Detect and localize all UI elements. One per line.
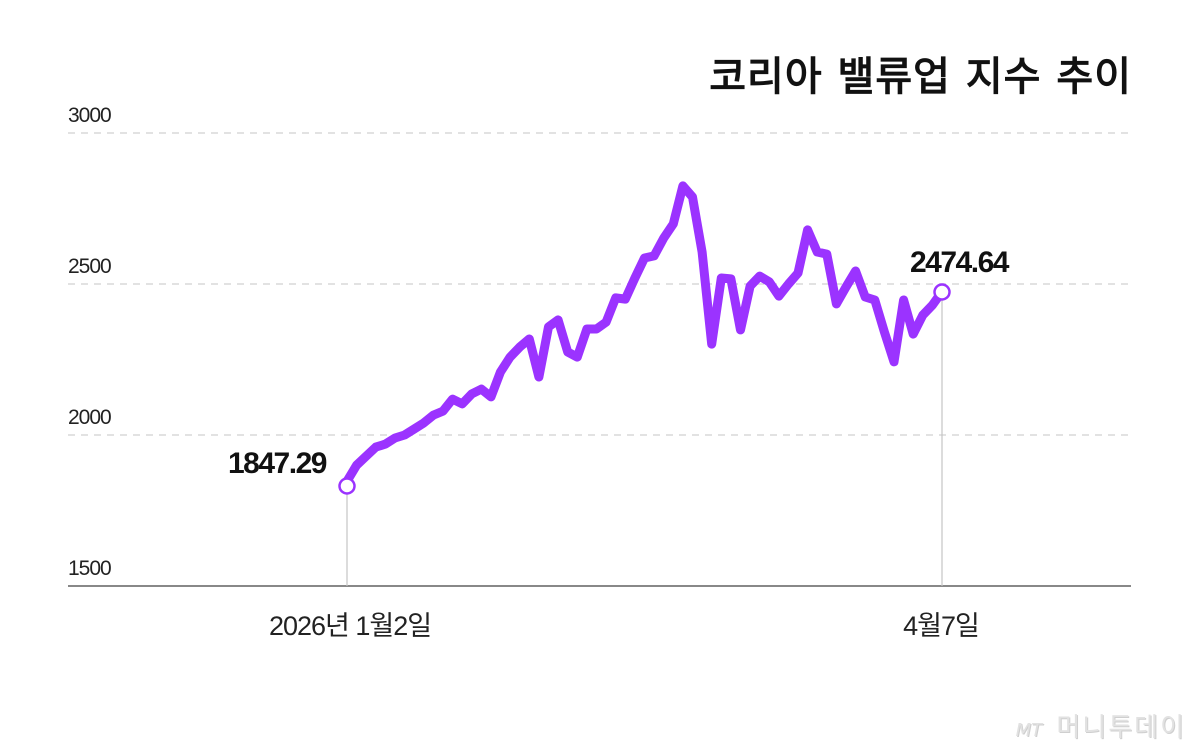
x-tick-start: 2026년 1월2일 bbox=[268, 611, 432, 641]
chart-title: 코리아 밸류업 지수 추이 bbox=[709, 54, 1132, 100]
y-tick-1500: 1500 bbox=[68, 557, 112, 580]
y-tick-3000: 3000 bbox=[68, 104, 112, 127]
end-value-label: 2474.64 bbox=[910, 246, 1009, 279]
x-tick-end: 4월7일 bbox=[903, 611, 980, 641]
watermark-logo: MT 머니투데이 bbox=[1016, 707, 1186, 744]
series-line bbox=[342, 181, 947, 486]
brand-name: 머니투데이 bbox=[1056, 713, 1186, 743]
gridlines bbox=[68, 132, 1128, 436]
end-marker[interactable] bbox=[933, 283, 951, 301]
start-value-label: 1847.29 bbox=[228, 447, 327, 480]
y-tick-2000: 2000 bbox=[68, 406, 112, 429]
mt-logo-icon: MT bbox=[1015, 720, 1043, 741]
start-marker[interactable] bbox=[338, 477, 356, 495]
y-tick-2500: 2500 bbox=[68, 255, 112, 278]
